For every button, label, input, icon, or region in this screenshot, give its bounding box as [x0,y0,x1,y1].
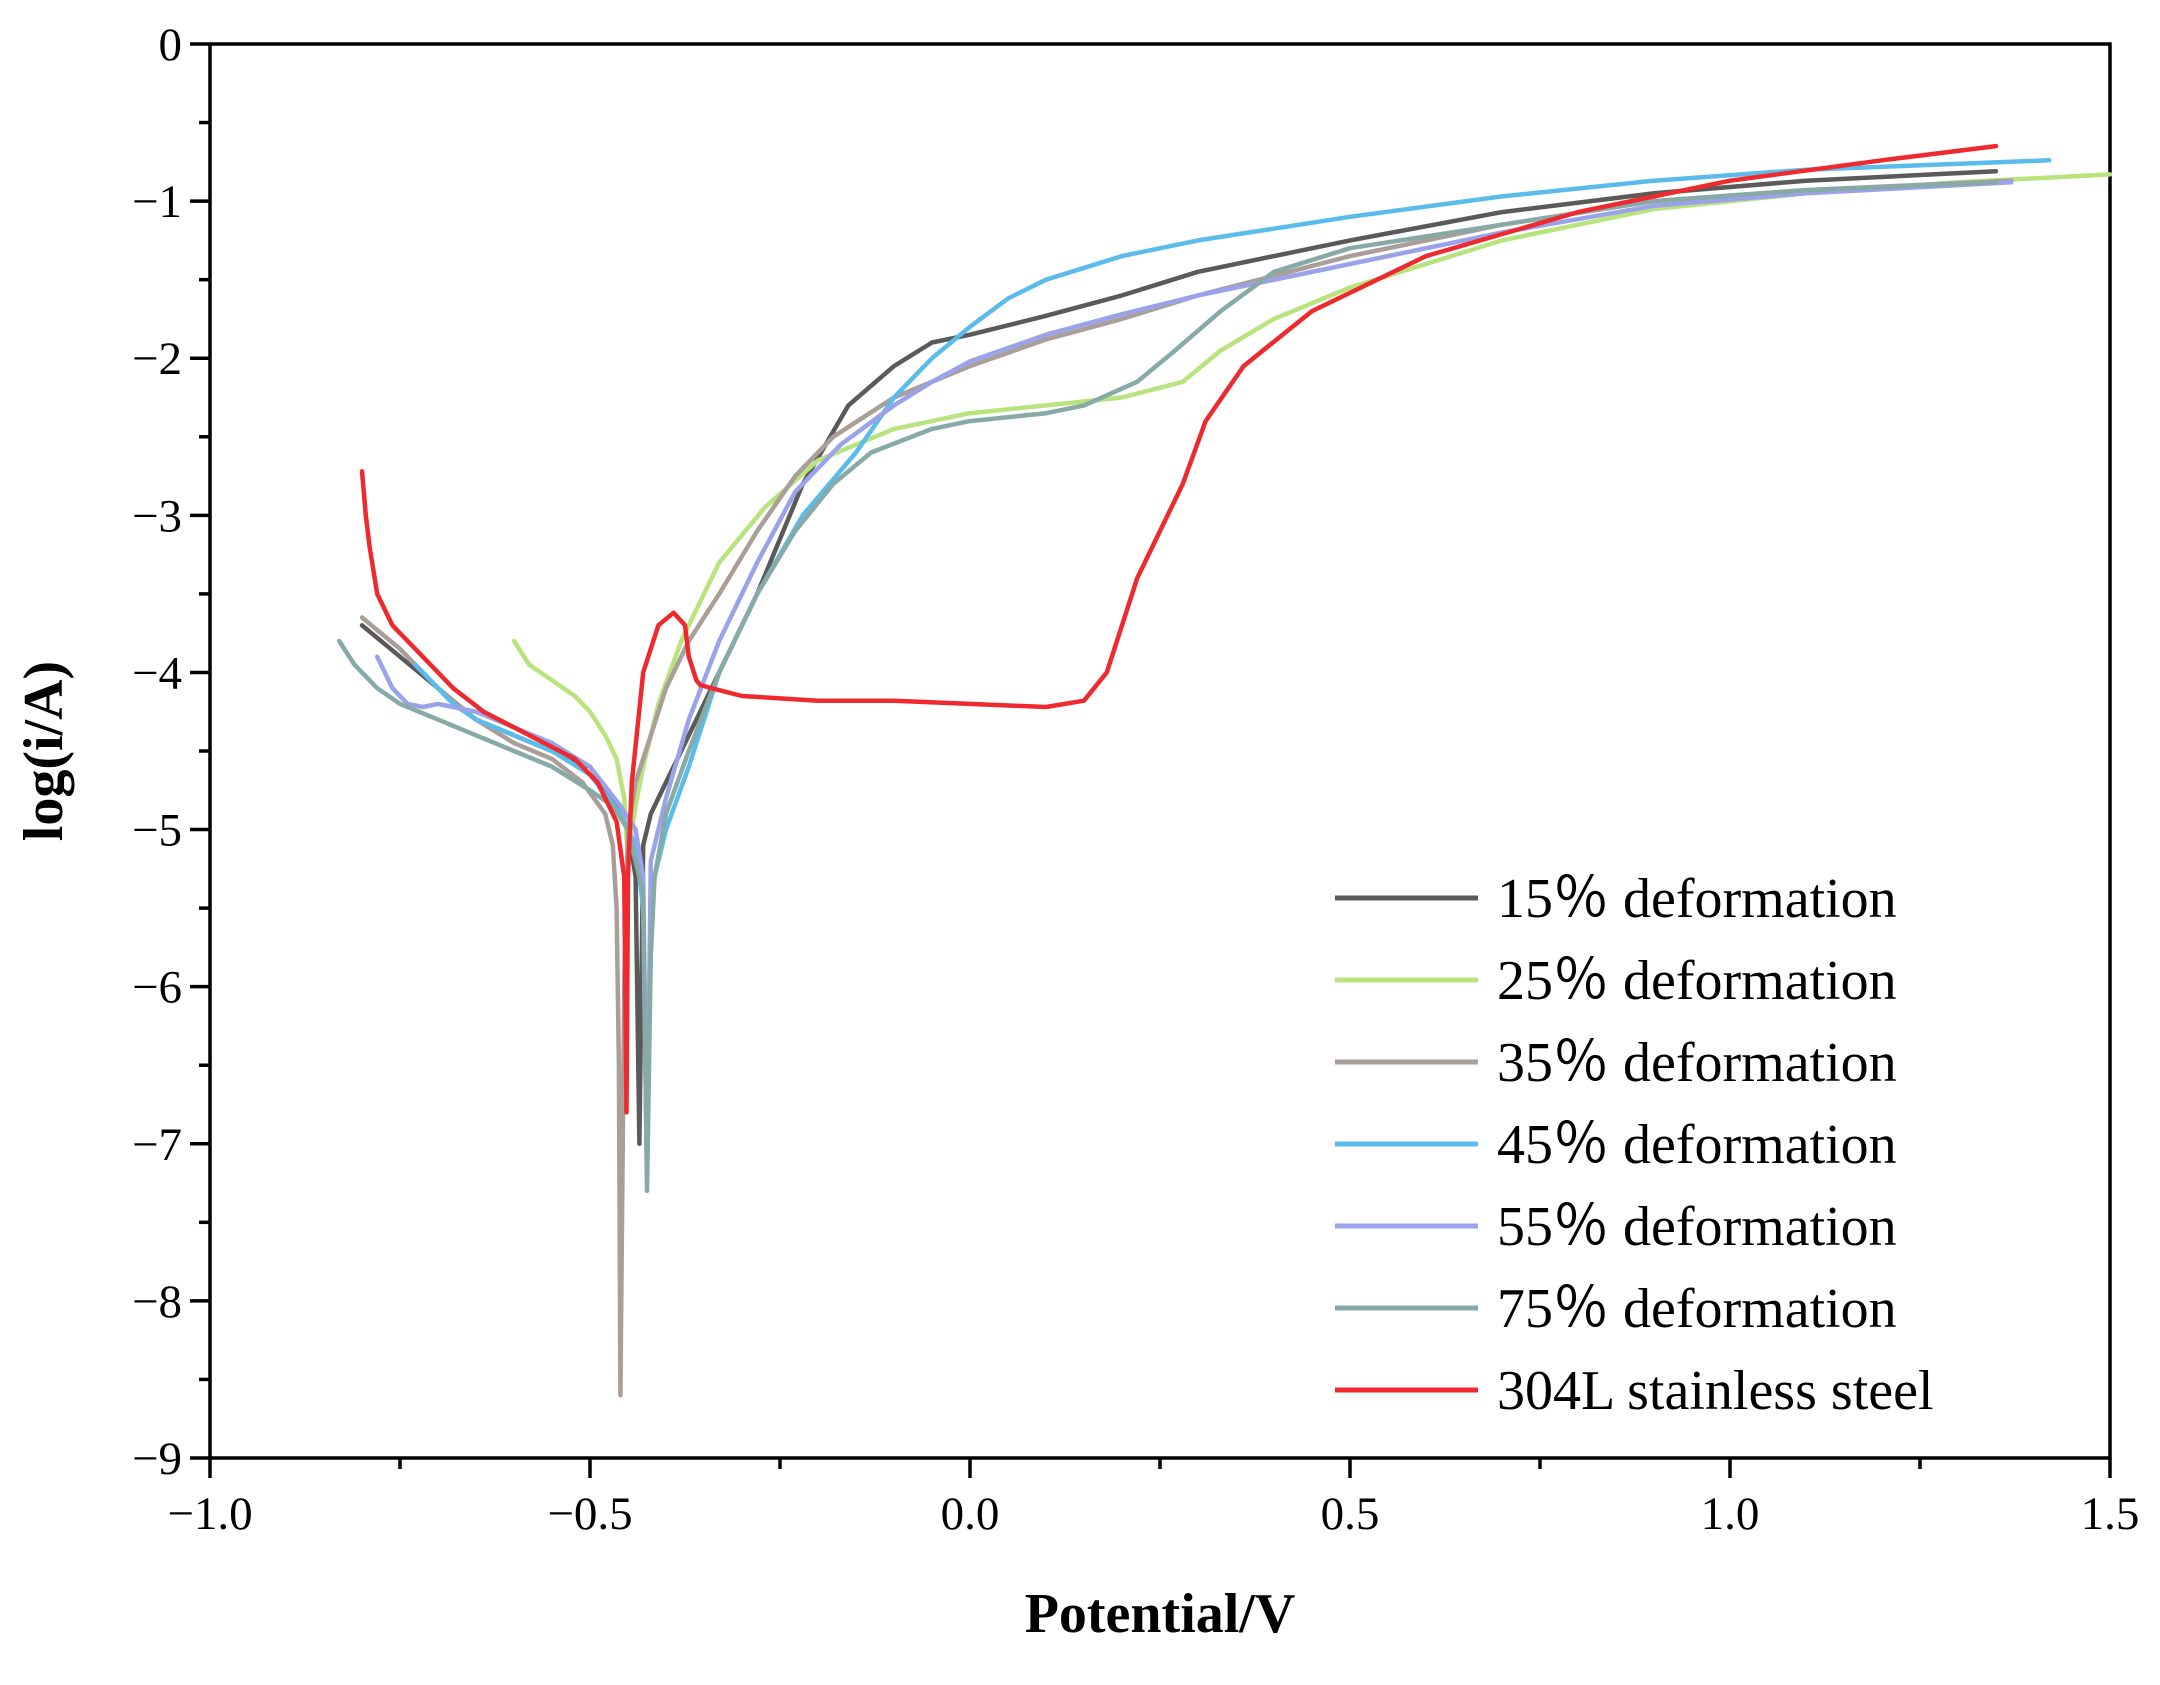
y-tick-label: −9 [132,1433,182,1485]
x-tick-label: 1.5 [2081,1488,2140,1540]
legend-label: 75％ deformation [1497,1278,1897,1340]
y-tick-label: −4 [132,647,182,699]
legend-label: 45％ deformation [1497,1114,1897,1176]
legend: 15％ deformation 25％ deformation 35％ deform… [1335,868,1934,1422]
x-tick-label: 0.5 [1321,1488,1380,1540]
series-layer [336,143,2113,1398]
x-tick-label: 0.0 [941,1488,1000,1540]
legend-label: 304L stainless steel [1497,1360,1934,1422]
legend-label: 25％ deformation [1497,950,1897,1012]
series-line-3 [412,158,2052,1178]
y-tick-label: −8 [132,1276,182,1328]
y-tick-label: −7 [132,1119,182,1171]
y-tick-label: −1 [132,176,182,228]
axis-ticks: −1.0 −0.5 0.0 0.5 1.0 1.5 0 −1 −2 −3 −4 −5 −6 −7 −8 −9 [132,19,2139,1540]
series-line-4 [374,180,2014,1178]
y-axis-title: log(i/A) [13,661,75,841]
x-tick-label: −0.5 [547,1488,632,1540]
legend-label: 55％ deformation [1497,1196,1897,1258]
series-line-6 [359,143,1999,1115]
series-line-1 [511,172,2113,864]
x-tick-label: 1.0 [1701,1488,1760,1540]
legend-label: 15％ deformation [1497,868,1897,930]
x-tick-label: −1.0 [167,1488,252,1540]
y-tick-label: −5 [132,805,182,857]
series-line-5 [336,180,1999,1194]
legend-label: 35％ deformation [1497,1032,1897,1094]
x-axis-title: Potential/V [1025,1583,1296,1645]
y-tick-label: −3 [132,490,182,542]
y-tick-label: −6 [132,962,182,1014]
y-tick-label: −2 [132,333,182,385]
y-tick-label: 0 [159,19,183,71]
